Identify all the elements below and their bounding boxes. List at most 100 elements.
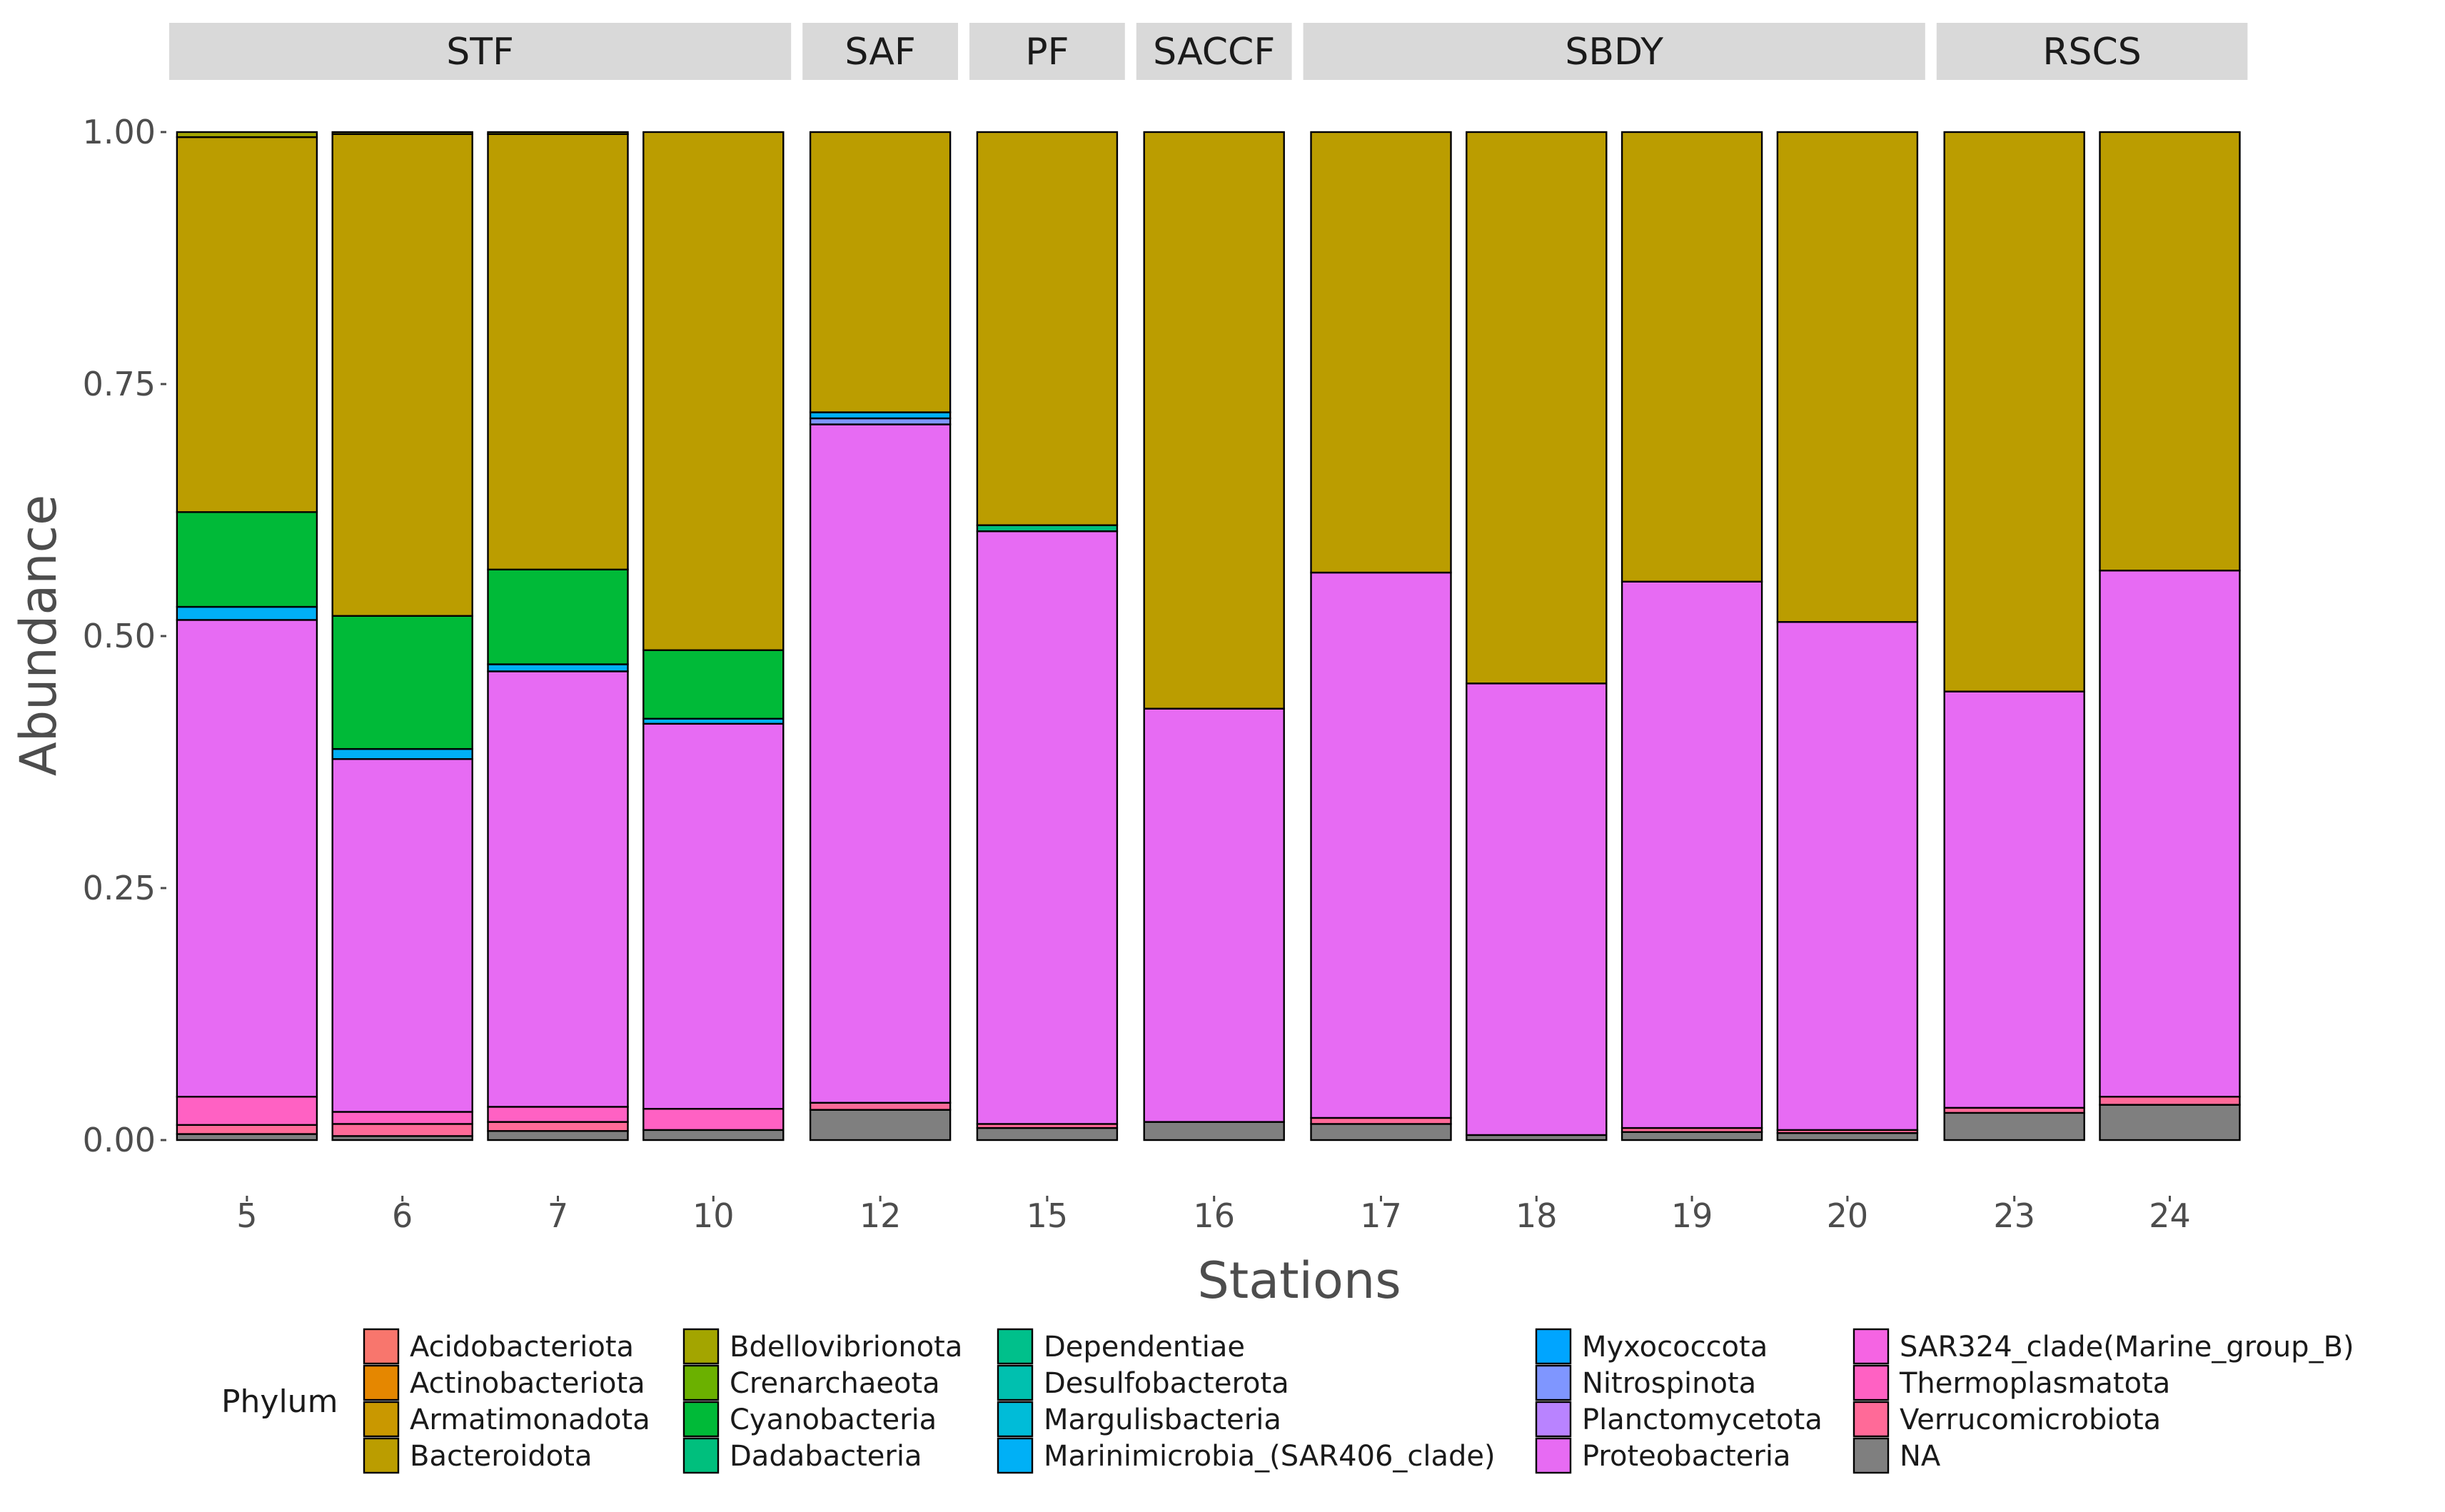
facet-strip-label: STF — [446, 31, 514, 74]
bar-segment-bdellovibrionota — [331, 131, 473, 136]
legend-label: Dependentiae — [1044, 1331, 1245, 1364]
legend-item: Desulfobacterota — [997, 1364, 1289, 1401]
bar-segment-na — [1143, 1121, 1285, 1141]
legend-label: Cyanobacteria — [730, 1403, 937, 1436]
bar-segment-cyanobacteria — [487, 568, 629, 665]
y-tick-label: 0.50 — [83, 617, 156, 655]
legend-swatch — [1535, 1328, 1572, 1365]
legend-item: Bacteroidota — [363, 1437, 592, 1474]
legend-item: Thermoplasmatota — [1852, 1364, 2170, 1401]
y-tick-label: 0.25 — [83, 869, 156, 907]
bar-segment-na — [487, 1130, 629, 1141]
bar-segment-nitrospinota — [809, 417, 952, 425]
bar-segment-proteobacteria — [1943, 690, 2085, 1109]
bar-segment-na — [1310, 1123, 1452, 1141]
legend-swatch — [1535, 1437, 1572, 1474]
x-tick-label: 18 — [1516, 1196, 1558, 1235]
facet-strip — [1936, 23, 2248, 80]
legend-label: Margulisbacteria — [1044, 1403, 1281, 1436]
legend-label: Acidobacteriota — [410, 1331, 634, 1364]
legend-swatch — [1535, 1364, 1572, 1401]
legend-swatch — [1852, 1364, 1890, 1401]
legend-swatch — [1852, 1328, 1890, 1365]
legend-label: Planctomycetota — [1582, 1403, 1823, 1436]
facet-strip — [169, 23, 792, 80]
bar-segment-bacteroidota — [1943, 131, 2085, 692]
legend-swatch — [1852, 1437, 1890, 1474]
bar-station-6 — [331, 131, 473, 1141]
bar-segment-verrucomicrobiota — [331, 1123, 473, 1137]
bar-station-17 — [1310, 131, 1452, 1141]
bar-station-18 — [1466, 131, 1608, 1141]
facet-strip — [1136, 23, 1292, 80]
bar-segment-bacteroidota — [487, 133, 629, 571]
bar-segment-verrucomicrobiota — [176, 1124, 318, 1135]
legend-item: SAR324_clade(Marine_group_B) — [1852, 1328, 2354, 1365]
bar-segment-bacteroidota — [1466, 131, 1608, 685]
bar-segment-marinimicrobia-sar406-clade- — [331, 747, 473, 760]
legend-label: Verrucomicrobiota — [1900, 1403, 2161, 1436]
bar-segment-na — [809, 1109, 952, 1141]
bar-segment-bacteroidota — [1776, 131, 1919, 623]
legend-label: Armatimonadota — [410, 1403, 650, 1436]
bar-segment-bacteroidota — [1310, 131, 1452, 574]
facet-strip-label: SBDY — [1565, 31, 1663, 74]
facet-strip-label: RSCS — [2042, 31, 2141, 74]
legend-swatch — [363, 1328, 400, 1365]
bar-segment-dadabacteria — [976, 524, 1119, 533]
facet-strip — [969, 23, 1125, 80]
bar-segment-proteobacteria — [176, 619, 318, 1098]
bar-segment-proteobacteria — [1620, 580, 1763, 1129]
bar-segment-cyanobacteria — [331, 615, 473, 750]
bar-segment-bacteroidota — [642, 131, 785, 651]
x-tick-label: 24 — [2149, 1196, 2191, 1235]
bar-segment-bacteroidota — [1143, 131, 1285, 710]
bar-segment-proteobacteria — [1143, 707, 1285, 1123]
bar-segment-cyanobacteria — [176, 511, 318, 608]
x-tick-label: 23 — [1993, 1196, 2035, 1235]
legend-label: Desulfobacterota — [1044, 1367, 1289, 1400]
x-tick-label: 20 — [1827, 1196, 1869, 1235]
bar-segment-proteobacteria — [2099, 570, 2241, 1098]
legend-label: Marinimicrobia_(SAR406_clade) — [1044, 1440, 1496, 1473]
legend-item: Marinimicrobia_(SAR406_clade) — [997, 1437, 1496, 1474]
bar-segment-na — [642, 1129, 785, 1141]
bar-segment-cyanobacteria — [642, 649, 785, 720]
legend-label: Proteobacteria — [1582, 1440, 1790, 1473]
legend-item: Margulisbacteria — [997, 1401, 1281, 1438]
bar-segment-verrucomicrobiota — [487, 1121, 629, 1132]
legend-label: Myxococcota — [1582, 1331, 1768, 1364]
bar-segment-proteobacteria — [487, 670, 629, 1108]
bar-station-10 — [642, 131, 785, 1141]
panel-saf: SAF 12 — [802, 23, 958, 1235]
bar-station-16 — [1143, 131, 1285, 1141]
legend-swatch — [997, 1401, 1034, 1438]
bar-segment-proteobacteria — [1310, 571, 1452, 1119]
legend-swatch — [682, 1364, 720, 1401]
panel-sbdy: SBDY 17 18 19 20 — [1303, 23, 1925, 1235]
x-tick-label: 15 — [1027, 1196, 1069, 1235]
bar-segment-proteobacteria — [976, 530, 1119, 1125]
legend-swatch — [1852, 1401, 1890, 1438]
facet-strip-label: SACCF — [1153, 31, 1275, 74]
legend-swatch — [363, 1364, 400, 1401]
bar-segment-na — [1943, 1112, 2085, 1141]
y-tick-label: 1.00 — [83, 113, 156, 151]
bar-station-19 — [1620, 131, 1763, 1141]
legend-item: Acidobacteriota — [363, 1328, 634, 1365]
legend-swatch — [682, 1401, 720, 1438]
bar-station-7 — [487, 131, 629, 1141]
y-axis: 0.00 0.25 0.50 0.75 1.00 — [83, 113, 166, 1159]
bar-segment-thermoplasmatota — [487, 1106, 629, 1123]
legend-swatch — [363, 1437, 400, 1474]
bar-segment-proteobacteria — [1466, 682, 1608, 1136]
bar-station-15 — [976, 131, 1119, 1141]
panel-saccf: SACCF 16 — [1136, 23, 1292, 1235]
panel-rscs: RSCS 23 24 — [1936, 23, 2248, 1235]
bar-segment-bacteroidota — [809, 131, 952, 413]
bar-segment-bdellovibrionota — [487, 131, 629, 136]
legend-label: Dadabacteria — [730, 1440, 922, 1473]
bar-segment-marinimicrobia-sar406-clade- — [809, 411, 952, 420]
bar-segment-marinimicrobia-sar406-clade- — [487, 663, 629, 672]
